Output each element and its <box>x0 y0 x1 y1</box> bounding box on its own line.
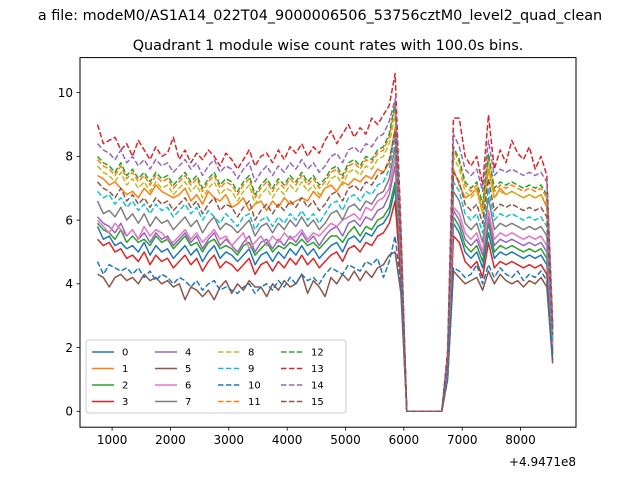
series-line-0 <box>96 187 554 413</box>
series-line-13 <box>96 72 554 413</box>
x-tick-label: 2000 <box>155 433 186 447</box>
series-line-3 <box>96 200 554 413</box>
series-line-2 <box>96 181 554 413</box>
y-tick-label: 0 <box>65 405 73 419</box>
series-line-9 <box>96 136 554 413</box>
x-tick-label: 4000 <box>272 433 303 447</box>
y-tick-label: 8 <box>65 150 73 164</box>
plot-frame <box>79 57 577 428</box>
legend-label-8: 8 <box>248 348 254 359</box>
series-line-6 <box>96 155 554 413</box>
series-layer <box>96 72 554 413</box>
series-line-15 <box>96 130 554 413</box>
legend-label-0: 0 <box>122 348 128 359</box>
x-tick-label: 5000 <box>330 433 361 447</box>
y-tick-label: 2 <box>65 341 73 355</box>
legend-label-4: 4 <box>185 348 191 359</box>
x-tick-label: 3000 <box>214 433 245 447</box>
legend-label-6: 6 <box>185 381 191 392</box>
figure-suptitle: a file: modeM0/AS1A14_022T04_9000006506_… <box>38 8 602 24</box>
legend-label-11: 11 <box>248 397 261 408</box>
series-line-4 <box>96 165 554 413</box>
legend-label-9: 9 <box>248 364 254 375</box>
x-tick-label: 7000 <box>447 433 478 447</box>
x-tick-label: 8000 <box>505 433 536 447</box>
legend-label-1: 1 <box>122 364 128 375</box>
x-tick-label: 6000 <box>389 433 420 447</box>
series-line-14 <box>96 98 554 413</box>
legend-frame <box>85 339 347 414</box>
legend-label-3: 3 <box>122 397 128 408</box>
legend-label-12: 12 <box>311 348 324 359</box>
legend-label-7: 7 <box>185 397 191 408</box>
series-line-12 <box>96 101 554 413</box>
legend-label-13: 13 <box>311 364 324 375</box>
chart-title: Quadrant 1 module wise count rates with … <box>133 38 524 54</box>
legend-label-2: 2 <box>122 381 128 392</box>
y-tick-label: 4 <box>65 277 73 291</box>
x-axis-offset-label: +4.9471e8 <box>509 455 576 469</box>
x-tick-label: 1000 <box>97 433 128 447</box>
y-tick-label: 10 <box>58 86 73 100</box>
series-line-11 <box>96 104 554 413</box>
legend-label-15: 15 <box>311 397 324 408</box>
y-tick-label: 6 <box>65 213 73 227</box>
series-line-8 <box>96 114 554 413</box>
legend-label-14: 14 <box>311 381 324 392</box>
legend-label-10: 10 <box>248 381 261 392</box>
series-line-10 <box>96 235 554 413</box>
series-line-5 <box>97 251 554 413</box>
series-line-7 <box>96 146 554 413</box>
legend-label-5: 5 <box>185 364 191 375</box>
